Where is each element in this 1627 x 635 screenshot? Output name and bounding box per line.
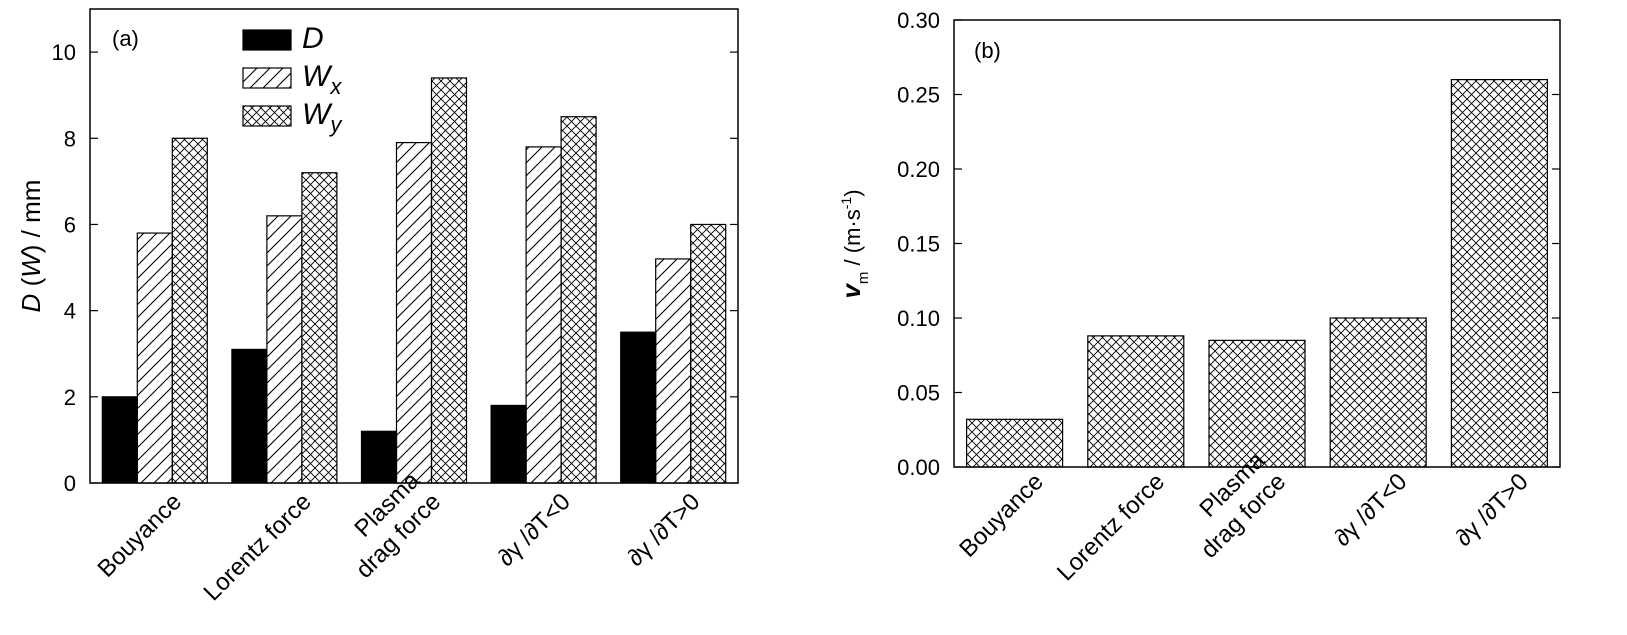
x-category-line: ∂γ /∂T<0 [1329, 468, 1412, 551]
x-category-label: ∂γ /∂T>0 [1450, 468, 1533, 551]
y-axis-label-a: D (W) / mm [16, 180, 46, 313]
legend-swatch-solid [242, 29, 292, 51]
legend-entry: D [302, 22, 324, 55]
legend-name: D [302, 22, 324, 55]
x-category-label: Bouyance [954, 468, 1049, 563]
y-tick-label: 4 [64, 299, 76, 324]
bar-1 [1087, 335, 1185, 468]
legend-swatch-cross [242, 105, 292, 127]
bars-b [965, 78, 1549, 468]
bar-4 [1450, 78, 1549, 468]
y-axis-ticks-b: 0.00 0.05 0.10 0.15 0.20 0.25 0.30 [897, 8, 1560, 480]
x-category-line: ∂γ /∂T>0 [1450, 468, 1533, 551]
legend-name: W [302, 60, 333, 93]
y-tick-label: 0.25 [897, 83, 940, 108]
y-tick-label: 2 [64, 385, 76, 410]
y-axis-label-b: vm / (m·s-1) [836, 189, 872, 298]
x-category-label: ∂γ /∂T>0 [622, 488, 705, 571]
x-category-label: ∂γ /∂T<0 [1329, 468, 1412, 551]
bar-0 [965, 418, 1064, 468]
y-label-part: ( [16, 277, 46, 293]
bar-cross-0 [171, 137, 208, 484]
panel-label-b: (b) [974, 38, 1001, 63]
bar-solid-3 [490, 404, 527, 484]
bar-hatch-4 [655, 258, 692, 484]
y-tick-label: 0.00 [897, 455, 940, 480]
legend-name: W [302, 98, 333, 131]
y-label-part: ) / mm [16, 180, 46, 254]
y-tick-label: 10 [52, 40, 76, 65]
x-category-label: ∂γ /∂T<0 [492, 488, 575, 571]
y-axis-ticks-a: 0 2 4 6 8 10 [52, 40, 738, 496]
y-tick-label: 8 [64, 126, 76, 151]
y-label-unit: / (m·s [840, 209, 865, 271]
bar-hatch-1 [266, 215, 303, 484]
bar-solid-2 [360, 430, 398, 484]
legend-swatch-hatch [242, 67, 292, 89]
x-category-line: Bouyance [954, 468, 1049, 563]
bar-cross-3 [560, 116, 597, 484]
bar-hatch-3 [525, 146, 562, 484]
x-category-label: Plasmadrag force [330, 466, 447, 583]
y-label-close: ) [840, 189, 865, 196]
x-category-line: Lorentz force [1052, 468, 1170, 586]
x-category-labels-a: Bouyance Lorentz force Plasmadrag force ∂γ … [92, 466, 705, 606]
x-category-label: Lorentz force [199, 488, 317, 606]
y-label-var: v [836, 283, 866, 299]
y-tick-label: 0.15 [897, 232, 940, 257]
y-tick-label: 0 [64, 471, 76, 496]
x-category-line: ∂γ /∂T<0 [492, 488, 575, 571]
y-tick-label: 0.05 [897, 381, 940, 406]
bar-3 [1329, 317, 1427, 468]
y-tick-label: 6 [64, 212, 76, 237]
legend-entry: Wy [302, 98, 343, 137]
bar-cross-4 [690, 223, 727, 484]
y-label-part: D [16, 294, 46, 313]
x-category-label: Bouyance [92, 488, 187, 583]
chart-a: (a) 0 2 4 6 8 10 Bouyance Lorentz force Plasmad… [16, 8, 739, 606]
bar-hatch-0 [136, 232, 173, 484]
y-label-subscript: m [855, 272, 872, 285]
x-category-line: Lorentz force [199, 488, 317, 606]
bar-hatch-2 [395, 141, 433, 484]
panel-label-a: (a) [112, 26, 139, 51]
bar-solid-0 [101, 396, 138, 484]
legend-subscript: x [329, 74, 342, 99]
chart-b: (b) 0.00 0.05 0.10 0.15 0.20 0.25 0.30 Bouyanc… [836, 8, 1561, 586]
bar-cross-2 [430, 77, 468, 484]
x-category-line: Bouyance [92, 488, 187, 583]
x-category-label: Lorentz force [1052, 468, 1170, 586]
legend-subscript: y [328, 112, 343, 137]
x-category-line: ∂γ /∂T>0 [622, 488, 705, 571]
bar-solid-1 [231, 348, 268, 484]
legend-entry: Wx [302, 60, 342, 99]
bar-solid-4 [620, 331, 657, 484]
bars-a [101, 77, 727, 484]
y-label-superscript: -1 [838, 197, 854, 210]
y-tick-label: 0.30 [897, 8, 940, 33]
y-label-part: W [16, 251, 46, 278]
y-tick-label: 0.10 [897, 306, 940, 331]
bar-cross-1 [301, 172, 338, 484]
bar-2 [1208, 339, 1306, 468]
y-tick-label: 0.20 [897, 157, 940, 182]
